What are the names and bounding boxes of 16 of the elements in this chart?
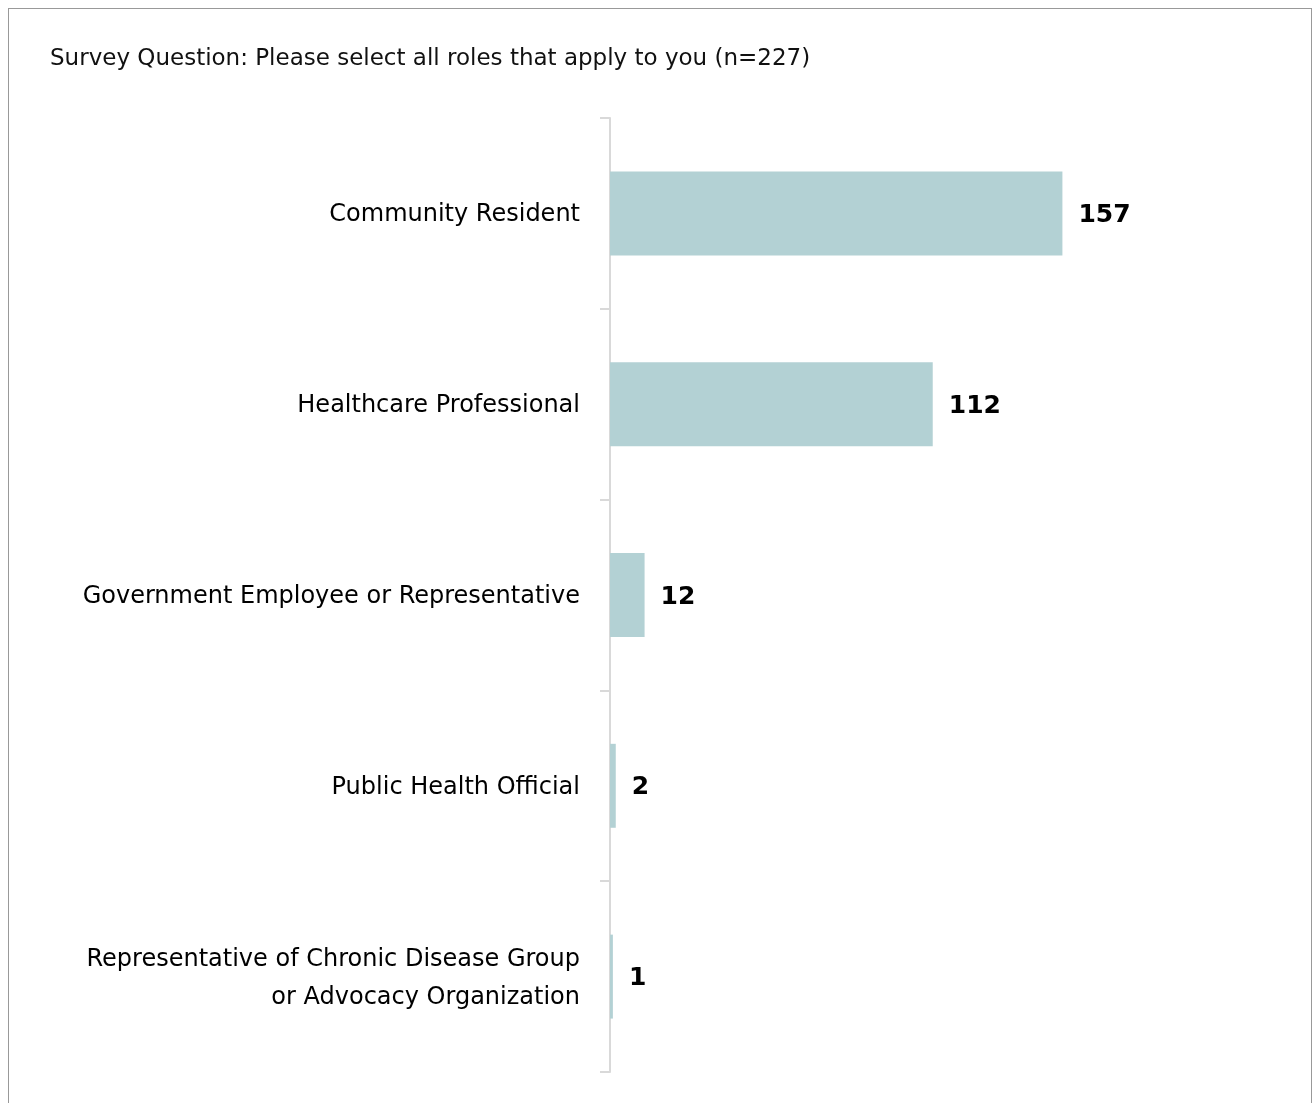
chart-title: Survey Question: Please select all roles that apply to you (n=227) [50, 43, 811, 70]
data-label: 112 [948, 389, 1001, 419]
bar [610, 934, 613, 1019]
y-tick-label: Healthcare Professional [297, 390, 580, 419]
data-label: 1 [628, 962, 647, 992]
data-label: 157 [1078, 198, 1131, 228]
data-label: 2 [631, 771, 650, 801]
bar [610, 553, 645, 637]
bar [610, 362, 933, 447]
bar [610, 743, 616, 828]
y-tick-label: Government Employee or Representative [82, 581, 580, 609]
y-tick-label: Public Health Official [331, 771, 580, 800]
y-tick-label: Representative of Chronic Disease Group or Advocacy Organization [86, 943, 580, 1010]
data-label: 12 [660, 580, 696, 610]
bar [610, 171, 1063, 256]
y-tick-label: Community Resident [329, 199, 580, 228]
